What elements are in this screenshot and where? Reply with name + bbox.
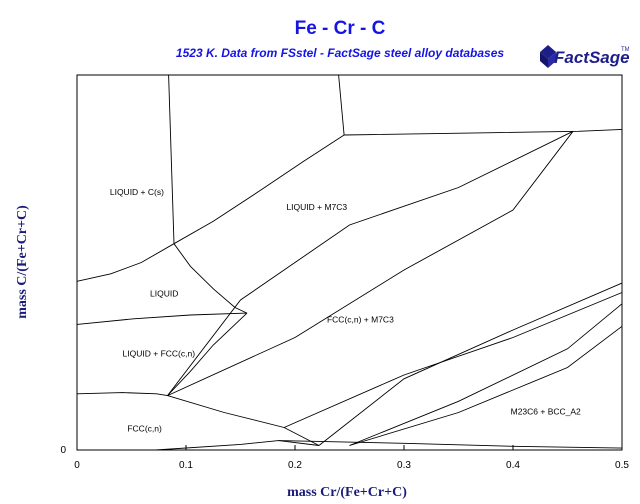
- phase-boundary-6: [344, 128, 623, 136]
- region-label-3: LIQUID: [150, 288, 178, 298]
- region-labels: LIQUID + C(s) LIQUID + M7C3 LIQUID FCC(c,n)…: [110, 187, 581, 433]
- phase-boundary-14: [283, 292, 623, 428]
- x-tick-label-0: 0: [74, 460, 80, 471]
- y-tick-label-0: 0: [60, 445, 66, 456]
- logo-text: FactSage: [554, 48, 629, 67]
- phase-boundary-17: [155, 440, 320, 451]
- phase-boundary-8: [167, 312, 248, 396]
- region-label-4: FCC(c,n) + M7C3: [327, 315, 394, 325]
- x-tick-label-5: 0.5: [615, 460, 629, 471]
- phase-boundary-15: [349, 303, 623, 446]
- region-label-1: LIQUID + C(s): [110, 187, 164, 197]
- phase-boundary-18: [278, 440, 623, 449]
- x-tick-label-2: 0.2: [288, 460, 302, 471]
- phase-boundary-11: [167, 131, 574, 397]
- region-label-7: M23C6 + BCC_A2: [511, 406, 581, 416]
- phase-boundary-9: [76, 392, 168, 397]
- factsage-logo: FactSage TM: [540, 45, 629, 68]
- phase-boundary-3: [173, 243, 248, 314]
- phase-boundary-7: [76, 312, 248, 325]
- region-label-6: FCC(c,n): [127, 423, 162, 433]
- factsage-cube-icon: [540, 45, 556, 68]
- phase-boundary-5: [338, 74, 345, 136]
- plot-frame: [76, 74, 623, 451]
- phase-boundary-4: [173, 134, 345, 245]
- phase-boundary-16: [349, 325, 623, 446]
- phase-boundary-12: [167, 395, 320, 446]
- phase-boundary-2: [76, 243, 175, 282]
- logo-trademark: TM: [621, 47, 629, 53]
- phase-boundary-10: [167, 130, 574, 396]
- chart-title: Fe - Cr - C: [294, 18, 386, 39]
- x-axis-label: mass Cr/(Fe+Cr+C): [287, 485, 407, 500]
- phase-boundary-1: [168, 74, 175, 244]
- x-axis-ticks: 0 0.1 0.2 0.3 0.4 0.5: [74, 445, 629, 471]
- x-tick-label-4: 0.4: [506, 460, 520, 471]
- chart-subtitle: 1523 K. Data from FSstel - FactSage stee…: [175, 46, 505, 60]
- x-tick-label-1: 0.1: [179, 460, 193, 471]
- phase-boundary-13: [318, 282, 623, 446]
- phase-boundaries: [76, 74, 623, 451]
- y-axis-label: mass C/(Fe+Cr+C): [15, 205, 30, 319]
- region-label-2: LIQUID + M7C3: [286, 202, 347, 212]
- x-tick-label-3: 0.3: [397, 460, 411, 471]
- region-label-5: LIQUID + FCC(c,n): [123, 348, 196, 358]
